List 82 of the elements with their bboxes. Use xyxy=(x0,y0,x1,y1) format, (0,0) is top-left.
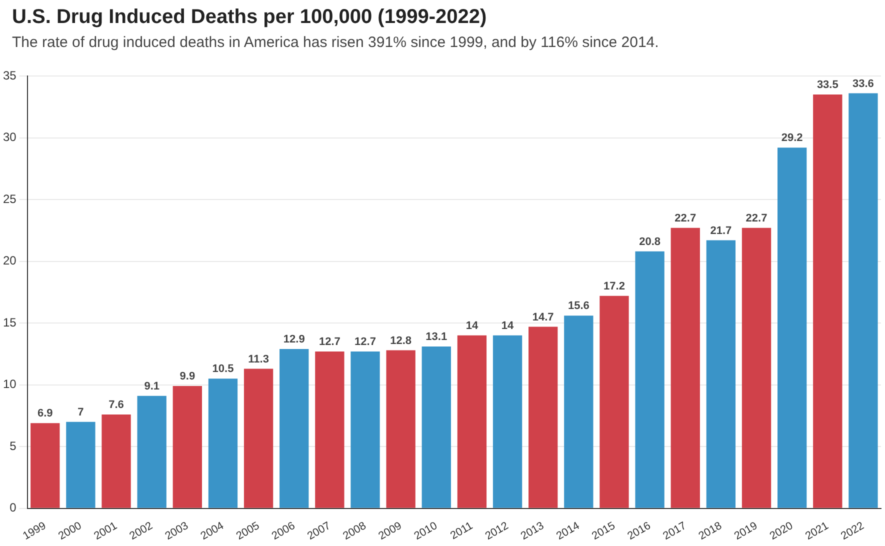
bar xyxy=(386,350,416,508)
bar xyxy=(350,351,380,508)
x-tick-label: 2007 xyxy=(305,520,333,543)
x-tick-label: 2009 xyxy=(376,520,404,543)
data-label: 29.2 xyxy=(781,132,803,144)
x-tick-label: 2008 xyxy=(341,520,368,543)
bar xyxy=(208,378,238,508)
x-tick-label: 2013 xyxy=(518,520,546,543)
x-tick-label: 2014 xyxy=(554,520,582,543)
data-label: 11.3 xyxy=(248,353,269,366)
x-tick-label: 2011 xyxy=(448,520,475,542)
data-label: 13.1 xyxy=(426,331,448,344)
data-label: 9.9 xyxy=(180,370,196,383)
x-tick-label: 2003 xyxy=(163,520,190,543)
data-label: 7 xyxy=(78,406,84,418)
x-tick-label: 2010 xyxy=(412,520,440,543)
bar xyxy=(742,228,772,508)
data-label: 14 xyxy=(466,320,479,332)
bar xyxy=(457,335,487,508)
data-label: 22.7 xyxy=(746,212,768,224)
x-tick-label: 2018 xyxy=(696,520,724,543)
bar xyxy=(777,148,807,508)
x-tick-label: 2006 xyxy=(270,520,298,543)
x-tick-label: 2005 xyxy=(234,520,262,543)
bar xyxy=(280,348,309,508)
data-label: 12.8 xyxy=(390,334,412,347)
data-label: 22.7 xyxy=(674,212,696,224)
y-tick-label: 10 xyxy=(2,377,17,392)
data-label: 10.5 xyxy=(212,363,234,376)
y-tick-label: 5 xyxy=(10,438,17,453)
data-label: 15.6 xyxy=(568,300,590,312)
data-label: 14.7 xyxy=(532,311,554,324)
y-tick-label: 30 xyxy=(2,130,17,144)
x-tick-label: 1999 xyxy=(20,520,48,543)
bar xyxy=(813,94,842,508)
bar xyxy=(30,423,60,508)
x-tick-label: 2004 xyxy=(198,520,226,543)
data-label: 21.7 xyxy=(710,224,732,237)
x-tick-label: 2001 xyxy=(92,520,120,543)
x-tick-label: 2019 xyxy=(732,520,760,543)
data-label: 20.8 xyxy=(639,236,661,248)
data-label: 33.6 xyxy=(852,78,874,90)
bar xyxy=(706,240,736,508)
bar xyxy=(492,335,522,508)
y-tick-label: 35 xyxy=(2,68,17,82)
bar xyxy=(600,296,629,508)
y-tick-label: 0 xyxy=(10,500,17,515)
x-tick-label: 2015 xyxy=(590,520,618,543)
x-tick-label: 2017 xyxy=(661,520,688,543)
bar xyxy=(244,368,274,508)
bar xyxy=(528,326,558,508)
bar xyxy=(66,422,96,508)
data-label: 17.2 xyxy=(604,280,625,292)
bar xyxy=(564,316,594,508)
x-tick-label: 2012 xyxy=(483,520,511,543)
chart-title: U.S. Drug Induced Deaths per 100,000 (1999-2022) xyxy=(12,6,487,29)
bar xyxy=(172,386,202,508)
y-tick-label: 20 xyxy=(2,254,17,268)
bar xyxy=(315,351,344,508)
data-label: 33.5 xyxy=(816,79,838,92)
data-label: 14 xyxy=(501,320,515,332)
data-label: 12.7 xyxy=(318,336,340,348)
x-tick-label: 2016 xyxy=(626,520,653,543)
data-label: 12.7 xyxy=(354,336,376,348)
x-tick-label: 2022 xyxy=(839,520,866,543)
x-tick-label: 2020 xyxy=(768,520,796,543)
bar xyxy=(670,228,700,508)
data-label: 12.9 xyxy=(283,334,305,346)
chart-subtitle: The rate of drug induced deaths in America has risen 391% since 1999, and by 116% since 2014. xyxy=(12,34,659,51)
data-label: 7.6 xyxy=(108,398,124,411)
data-label: 9.1 xyxy=(144,380,160,392)
x-tick-label: 2021 xyxy=(803,520,831,543)
bar xyxy=(848,93,878,508)
bar xyxy=(635,251,664,508)
x-tick-label: 2000 xyxy=(56,520,84,543)
bar xyxy=(422,346,451,508)
y-tick-label: 15 xyxy=(2,315,17,330)
data-label: 6.9 xyxy=(37,408,53,420)
x-tick-label: 2002 xyxy=(128,520,155,543)
bar xyxy=(102,414,131,508)
bar xyxy=(137,396,166,508)
y-tick-label: 25 xyxy=(2,192,17,206)
